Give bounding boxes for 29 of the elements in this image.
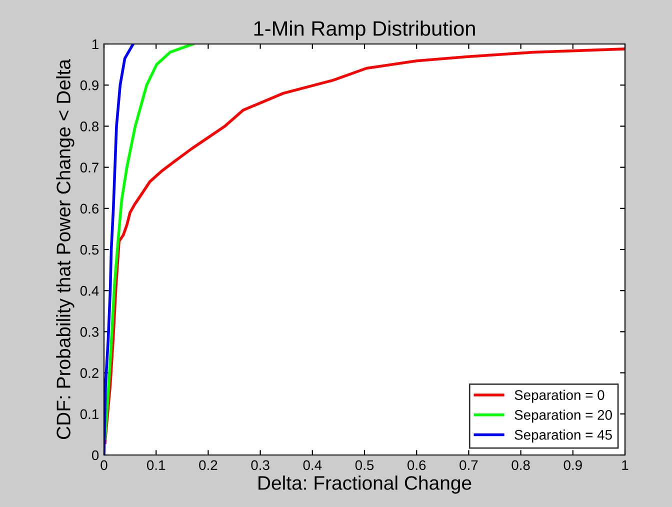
x-tick-label: 0.2 <box>199 460 218 470</box>
x-tick-label: 0 <box>100 460 108 470</box>
y-tick-label: 0.2 <box>80 368 98 378</box>
y-tick-label: 0.7 <box>80 162 98 172</box>
legend-label: Separation = 0 <box>514 390 604 403</box>
y-tick-label: 0 <box>92 450 99 460</box>
y-tick-label: 0.6 <box>80 204 99 214</box>
x-axis-title: Delta: Fractional Change <box>258 476 472 494</box>
y-axis-title: CDF: Probability that Power Change < Delta <box>56 59 74 439</box>
y-tick-label: 0.1 <box>80 409 98 420</box>
y-tick-label: 0.5 <box>80 244 99 255</box>
x-tick-label: 0.9 <box>564 460 582 470</box>
x-tick-label: 0.1 <box>146 460 166 470</box>
line-series <box>104 44 194 440</box>
x-tick-label: 0.3 <box>251 460 270 470</box>
legend-label: Separation = 20 <box>514 410 612 423</box>
y-tick-label: 0.8 <box>80 122 99 132</box>
x-tick-label: 0.8 <box>512 460 530 470</box>
x-tick-label: 1 <box>622 460 628 470</box>
y-tick-label: 0.9 <box>80 80 98 90</box>
y-tick-label: 0.3 <box>80 327 99 337</box>
chart-title: 1-Min Ramp Distribution <box>254 20 475 40</box>
legend-label: Separation = 45 <box>514 430 612 442</box>
x-tick-label: 0.7 <box>460 460 478 470</box>
y-tick-label: 0.4 <box>80 286 99 296</box>
x-tick-label: 0.5 <box>355 460 374 470</box>
x-tick-label: 0.6 <box>407 460 426 470</box>
y-tick-label: 1 <box>92 39 98 50</box>
x-tick-label: 0.4 <box>303 460 322 470</box>
